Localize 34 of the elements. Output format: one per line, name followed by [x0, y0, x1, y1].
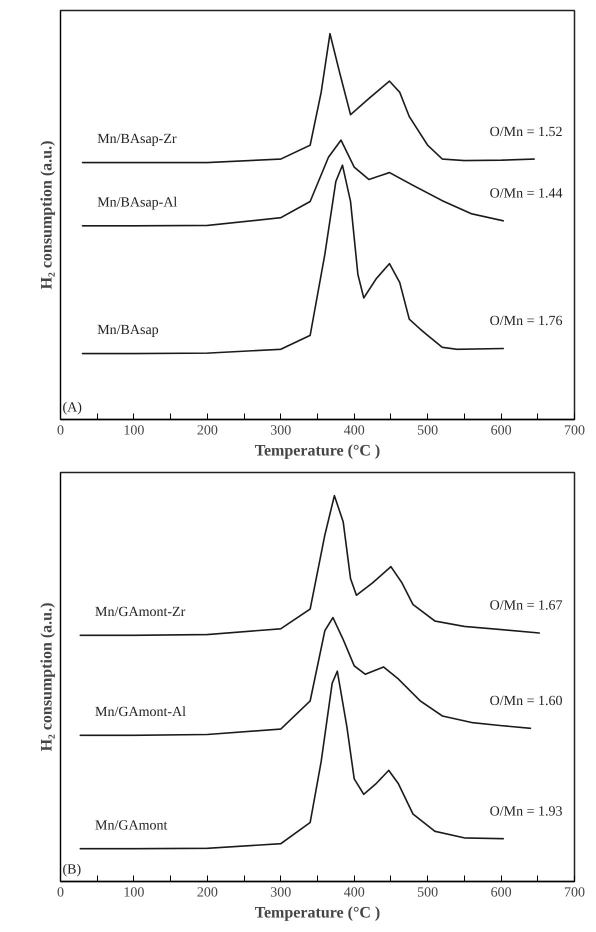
annotation: O/Mn = 1.44: [490, 186, 562, 202]
x-tick-label: 700: [564, 424, 585, 438]
y-axis-title: H₂ consumption (a.u.): [38, 140, 56, 290]
x-tick-label: 300: [270, 886, 292, 900]
series-label: Mn/BAsap: [97, 323, 159, 338]
x-tick-label: 600: [490, 886, 512, 900]
x-tick-label: 500: [417, 424, 438, 438]
annotation: O/Mn = 1.60: [490, 694, 562, 710]
x-tick-label: 500: [417, 886, 438, 900]
x-axis-title: Temperature (°C ): [254, 904, 380, 922]
annotation: (A): [62, 400, 82, 416]
x-tick-label: 200: [196, 424, 218, 438]
x-tick-label: 0: [57, 886, 64, 900]
x-tick-label: 0: [57, 424, 64, 438]
series-label: Mn/GAmont-Zr: [95, 604, 186, 620]
x-tick-label: 400: [344, 424, 365, 438]
x-tick-label: 300: [270, 424, 292, 438]
x-tick-label: 400: [344, 886, 365, 900]
annotation: O/Mn = 1.67: [490, 598, 562, 614]
x-axis-title: Temperature (°C ): [254, 442, 380, 460]
y-axis-title: H₂ consumption (a.u.): [38, 602, 56, 752]
series-label: Mn/BAsap-Al: [97, 195, 178, 210]
annotation: (B): [62, 862, 82, 878]
series-label: Mn/BAsap-Zr: [97, 132, 177, 148]
annotation: O/Mn = 1.93: [490, 804, 562, 820]
x-tick-label: 100: [123, 886, 144, 900]
x-tick-label: 200: [196, 886, 218, 900]
x-tick-label: 600: [490, 424, 512, 438]
series-label: Mn/GAmont: [95, 818, 168, 834]
x-tick-label: 100: [123, 424, 144, 438]
series-label: Mn/GAmont-Al: [95, 704, 186, 720]
annotation: O/Mn = 1.52: [490, 124, 562, 140]
x-tick-label: 700: [564, 886, 585, 900]
annotation: O/Mn = 1.76: [490, 314, 562, 330]
